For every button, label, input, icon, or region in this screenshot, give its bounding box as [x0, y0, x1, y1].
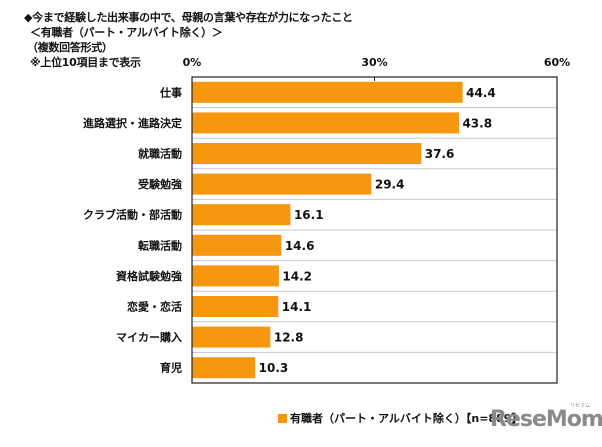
data-label: 29.4 [375, 178, 405, 192]
data-label: 14.6 [285, 239, 315, 253]
bar [192, 112, 459, 134]
category-label: 就職活動 [138, 147, 182, 161]
x-tick-label: 30% [361, 56, 387, 69]
data-label: 37.6 [425, 147, 455, 161]
chart-subtitle-respondents: ＜有職者（パート・アルバイト除く）＞ [30, 26, 223, 39]
bar [192, 204, 291, 226]
resemom-logo: ReseMom [490, 407, 602, 432]
category-label: マイカー購入 [116, 330, 182, 344]
x-tick-label: 0% [183, 56, 202, 69]
category-label: 転職活動 [138, 238, 182, 252]
bar [192, 173, 372, 195]
chart-subtitle-note: ※上位10項目まで表示 [30, 56, 141, 69]
category-label: 恋愛・恋活 [127, 300, 182, 314]
category-label: 仕事 [159, 85, 182, 99]
category-label: 受験勉強 [138, 177, 182, 191]
resemom-logo-sub: リセマム [570, 403, 591, 409]
category-label: 育児 [160, 361, 182, 375]
data-label: 16.1 [294, 208, 324, 222]
bar [192, 234, 282, 256]
category-label: クラブ活動・部活動 [83, 208, 182, 222]
data-label: 10.3 [259, 361, 289, 375]
data-label: 14.2 [282, 269, 312, 283]
category-label: 進路選択・進路決定 [83, 116, 182, 130]
chart-subtitle-format: （複数回答形式） [27, 41, 113, 54]
legend: 有職者（パート・アルバイト除く）【n=889】 [278, 410, 522, 426]
category-label: 資格試験勉強 [116, 269, 182, 283]
bar [192, 296, 279, 317]
chart-title-line-1: ◆今まで経験した出来事の中で、母親の言葉や存在が力になったこと [24, 11, 353, 24]
data-label: 12.8 [274, 331, 304, 345]
data-label: 14.1 [282, 300, 312, 314]
data-label: 43.8 [462, 116, 492, 130]
data-label: 44.4 [466, 86, 496, 100]
bar [192, 265, 279, 287]
legend-label: 有職者（パート・アルバイト除く）【n=889】 [290, 412, 523, 425]
legend-swatch [278, 413, 287, 423]
x-tick-label: 60% [544, 56, 570, 69]
bar [192, 81, 463, 103]
bar [192, 143, 422, 164]
bar [192, 326, 271, 348]
bar [192, 357, 256, 379]
